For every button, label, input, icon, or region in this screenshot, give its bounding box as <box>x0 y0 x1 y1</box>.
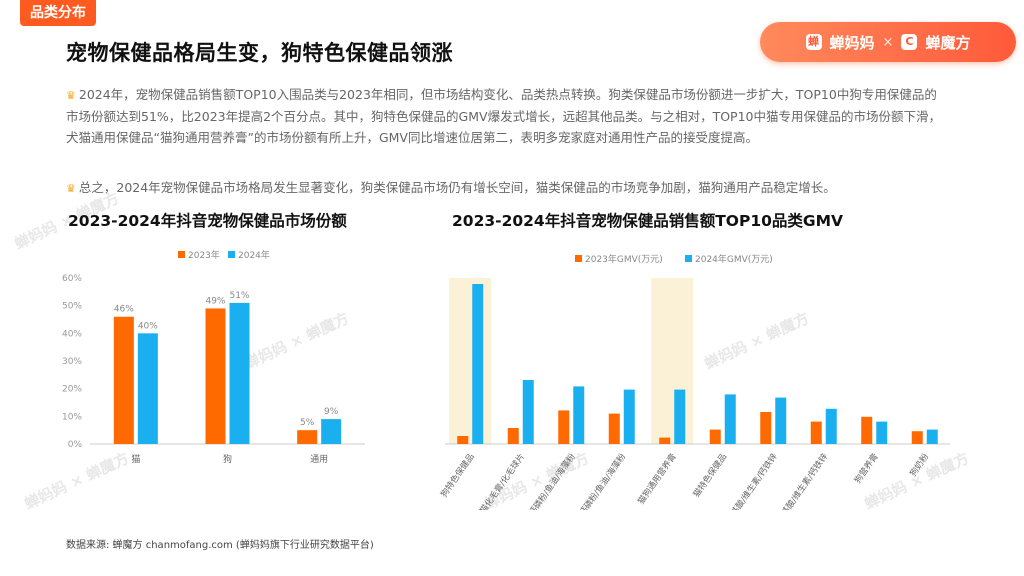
data-label: 46% <box>114 305 134 315</box>
bar-2023 <box>113 316 134 444</box>
highlight-band <box>449 278 492 444</box>
legend-label: 2023年GMV(万元) <box>585 253 663 265</box>
x-tick-label: 狗氨基酸/维生素/钙铁锌 <box>769 451 830 510</box>
bar-2023 <box>861 416 873 444</box>
bar-2023 <box>608 413 620 444</box>
chart-title-market-share: 2023-2024年抖音宠物保健品市场份额 <box>68 212 347 230</box>
bar-2024 <box>674 389 686 444</box>
chanmofang-logo-icon: C <box>901 34 918 50</box>
y-tick-label: 40% <box>62 329 82 339</box>
summary-paragraph-1: ♛ 2024年，宠物保健品销售额TOP10入围品类与2023年相同，但市场结构变化… <box>66 84 946 148</box>
legend-swatch <box>228 251 235 258</box>
bar-2024 <box>825 408 837 444</box>
summary-paragraph-2: ♛ 总之，2024年宠物保健品市场格局发生显著变化，狗类保健品市场仍有增长空间，猫… <box>66 177 946 199</box>
x-tick-label: 狗特色保健品 <box>438 451 476 499</box>
x-tick-label: 猫特色保健品 <box>691 451 729 499</box>
bar-2024 <box>876 421 888 444</box>
x-tick-label: 狗奶粉 <box>908 451 932 479</box>
y-tick-label: 50% <box>62 302 82 312</box>
bar-2023 <box>810 421 822 444</box>
paragraph-text: 2024年，宠物保健品销售额TOP10入围品类与2023年相同，但市场结构变化、… <box>66 87 941 145</box>
x-tick-label: 猫氨基酸/维生素/钙铁锌 <box>719 451 780 510</box>
bar-2024 <box>137 333 158 444</box>
data-label: 5% <box>300 418 315 428</box>
legend-label: 2023年 <box>188 249 220 261</box>
bar-2024 <box>623 389 635 444</box>
bar-2023 <box>507 428 519 444</box>
brand-badge: 蝉 蝉妈妈 × C 蝉魔方 <box>760 22 1016 62</box>
bar-2023 <box>558 410 570 444</box>
bar-2024 <box>321 419 342 444</box>
brand-separator: × <box>882 34 894 50</box>
x-tick-label: 狗 <box>223 453 232 465</box>
y-tick-label: 0% <box>68 440 83 450</box>
bar-2023 <box>911 431 923 444</box>
y-tick-label: 30% <box>62 357 82 367</box>
bar-2024 <box>229 302 250 444</box>
legend-swatch <box>685 255 692 262</box>
bar-2023 <box>297 430 318 444</box>
bar-2023 <box>205 308 226 444</box>
x-tick-label: 通用 <box>310 454 328 465</box>
legend-swatch <box>178 251 185 258</box>
chanmama-logo-icon: 蝉 <box>805 34 822 50</box>
bar-2024 <box>775 397 787 444</box>
crown-icon: ♛ <box>66 89 76 102</box>
data-label: 9% <box>324 407 339 417</box>
brand-left-label: 蝉妈妈 <box>829 33 875 52</box>
data-label: 51% <box>229 291 249 301</box>
bar-2024 <box>926 429 938 444</box>
x-tick-label: 猫狗通用营养膏 <box>636 451 679 506</box>
bar-2023 <box>659 437 671 444</box>
bar-2023 <box>457 436 469 444</box>
chart-title-gmv-top10: 2023-2024年抖音宠物保健品销售额TOP10品类GMV <box>452 212 844 230</box>
market-share-chart: 0% 10% 20% 30% 40% 50% 60% 46% 40% 猫 49% 51% 狗 5% 9% 通用… <box>62 249 365 465</box>
x-tick-label: 狗钙磷粉/鱼油/海藻粉 <box>572 451 628 510</box>
x-tick-label: 狗营养膏 <box>852 451 881 485</box>
brand-right-label: 蝉魔方 <box>925 33 971 52</box>
highlight-band <box>651 278 694 444</box>
x-tick-label: 猫钙磷粉/鱼油/海藻粉 <box>522 451 578 510</box>
x-tick-label: 猫 <box>131 453 140 465</box>
bar-2024 <box>522 380 534 444</box>
bar-2024 <box>472 284 484 444</box>
legend-label: 2024年 <box>238 249 270 261</box>
bar-2024 <box>724 394 736 444</box>
legend-swatch <box>575 255 582 262</box>
y-tick-label: 20% <box>62 385 82 395</box>
bar-2023 <box>709 429 721 444</box>
data-source: 数据来源: 蝉魔方 chanmofang.com (蝉妈妈旗下行业研究数据平台) <box>66 540 374 551</box>
data-label: 49% <box>205 296 225 306</box>
data-label: 40% <box>138 321 158 331</box>
page-title: 宠物保健品格局生变，狗特色保健品领涨 <box>66 41 453 65</box>
bar-2023 <box>760 412 772 444</box>
legend-label: 2024年GMV(万元) <box>695 253 773 265</box>
section-tag: 品类分布 <box>20 0 96 26</box>
paragraph-text: 总之，2024年宠物保健品市场格局发生显著变化，狗类保健品市场仍有增长空间，猫类… <box>78 180 836 195</box>
crown-icon: ♛ <box>66 182 76 195</box>
bar-2024 <box>573 386 585 444</box>
y-tick-label: 10% <box>62 412 82 422</box>
x-tick-label: 猫化毛膏/化毛球片 <box>478 451 528 510</box>
y-tick-label: 60% <box>62 274 82 284</box>
